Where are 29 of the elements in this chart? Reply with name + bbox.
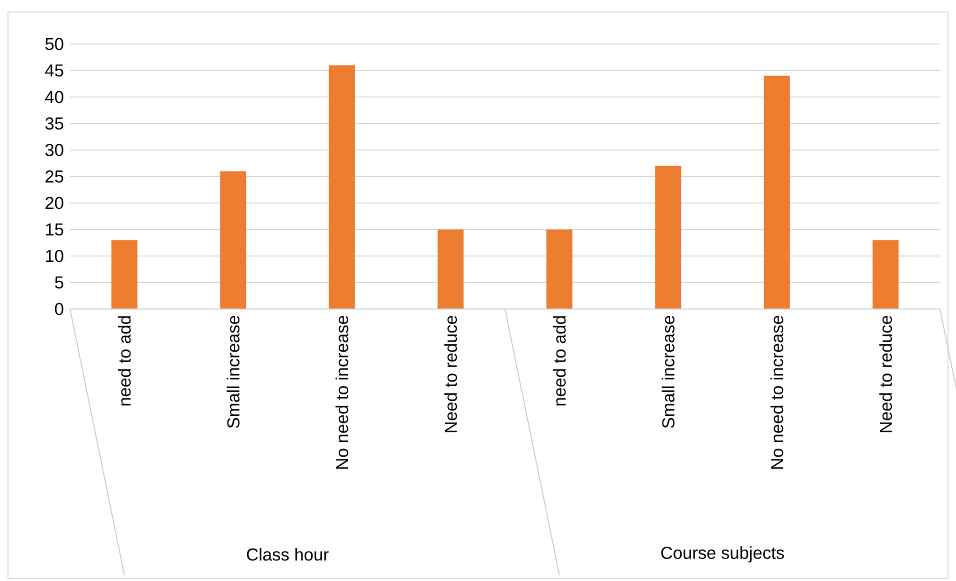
y-tick-label: 40 [45,90,64,104]
y-tick-label: 35 [45,117,64,130]
bar [111,240,138,309]
x-tick-label: Need to reduce [879,316,892,432]
bar [764,76,790,309]
x-tick-label: Need to reduce [444,316,457,432]
y-tick-label: 45 [45,64,64,77]
y-tick-label: 15 [46,223,64,236]
x-tick-label: need to add [118,316,131,406]
bar [220,171,246,309]
bar [546,229,572,309]
y-tick-label: 25 [46,170,64,183]
bar [328,65,355,309]
bar [438,229,464,309]
y-tick-label: 20 [46,196,64,210]
x-tick-label: Small increase [662,316,674,428]
y-tick-label: 10 [46,250,64,262]
text: Class hour [246,548,329,561]
bar [655,166,682,309]
y-tick-label: 50 [45,38,64,50]
y-tick-label: 30 [45,144,64,156]
x-tick-label: No need to increase [336,316,348,469]
x-tick-label: No need to increase [770,316,784,469]
y-tick-label: 0 [54,302,64,316]
y-tick-label: 5 [55,276,64,289]
x-tick-label: need to add [553,316,566,406]
text: Course subjects [661,546,784,562]
x-tick-label: Small increase [226,316,240,428]
bar [872,240,899,309]
